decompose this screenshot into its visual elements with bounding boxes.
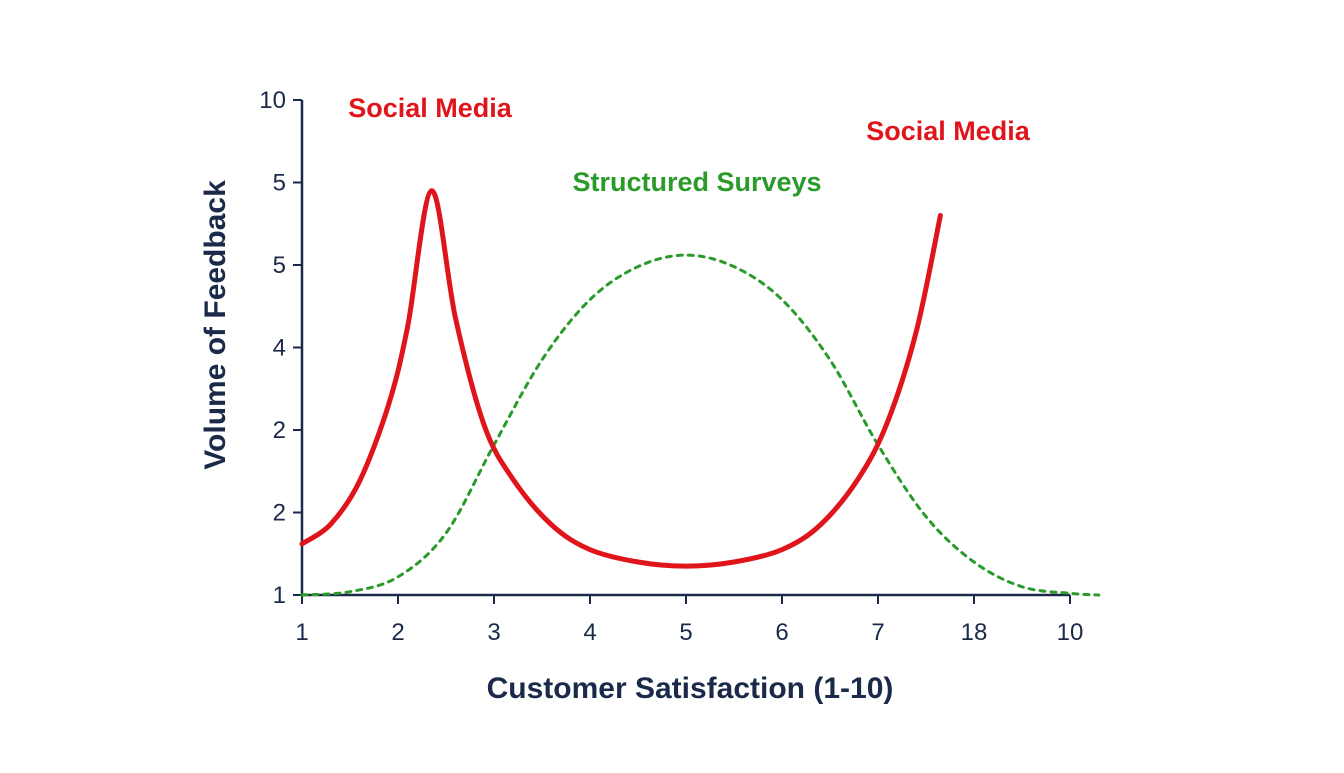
x-tick-label: 3 xyxy=(487,619,500,646)
series-layer xyxy=(299,188,1101,597)
y-tick-label: 10 xyxy=(259,87,286,114)
x-axis-title: Customer Satisfaction (1-10) xyxy=(487,672,894,705)
social-media-label: Social Media xyxy=(866,116,1031,146)
y-tick-label: 1 xyxy=(273,582,286,609)
x-tick-label: 6 xyxy=(775,619,788,646)
x-tick-label: 18 xyxy=(961,619,988,646)
structured-surveys-label: Structured Surveys xyxy=(572,167,821,197)
ticks: 1 2 3 4 5 6 7 18 10 1 2 2 4 5 5 10 xyxy=(259,87,1083,646)
annotation-layer: Social Media Social Media Structured Surve… xyxy=(348,93,1031,197)
social-media-label: Social Media xyxy=(348,93,513,123)
x-tick-label: 5 xyxy=(679,619,692,646)
x-tick-label: 4 xyxy=(583,619,596,646)
x-tick-label: 10 xyxy=(1057,619,1084,646)
x-tick-label: 2 xyxy=(391,619,404,646)
structured-surveys-line xyxy=(300,253,1101,597)
y-tick-label: 2 xyxy=(273,417,286,444)
y-tick-label: 5 xyxy=(273,252,286,279)
x-tick-label: 1 xyxy=(295,619,308,646)
social-media-line xyxy=(299,188,943,569)
y-axis-title: Volume of Feedback xyxy=(199,180,232,470)
y-tick-label: 2 xyxy=(273,500,286,527)
y-tick-label: 5 xyxy=(273,170,286,197)
x-tick-label: 7 xyxy=(871,619,884,646)
y-tick-label: 4 xyxy=(273,335,286,362)
